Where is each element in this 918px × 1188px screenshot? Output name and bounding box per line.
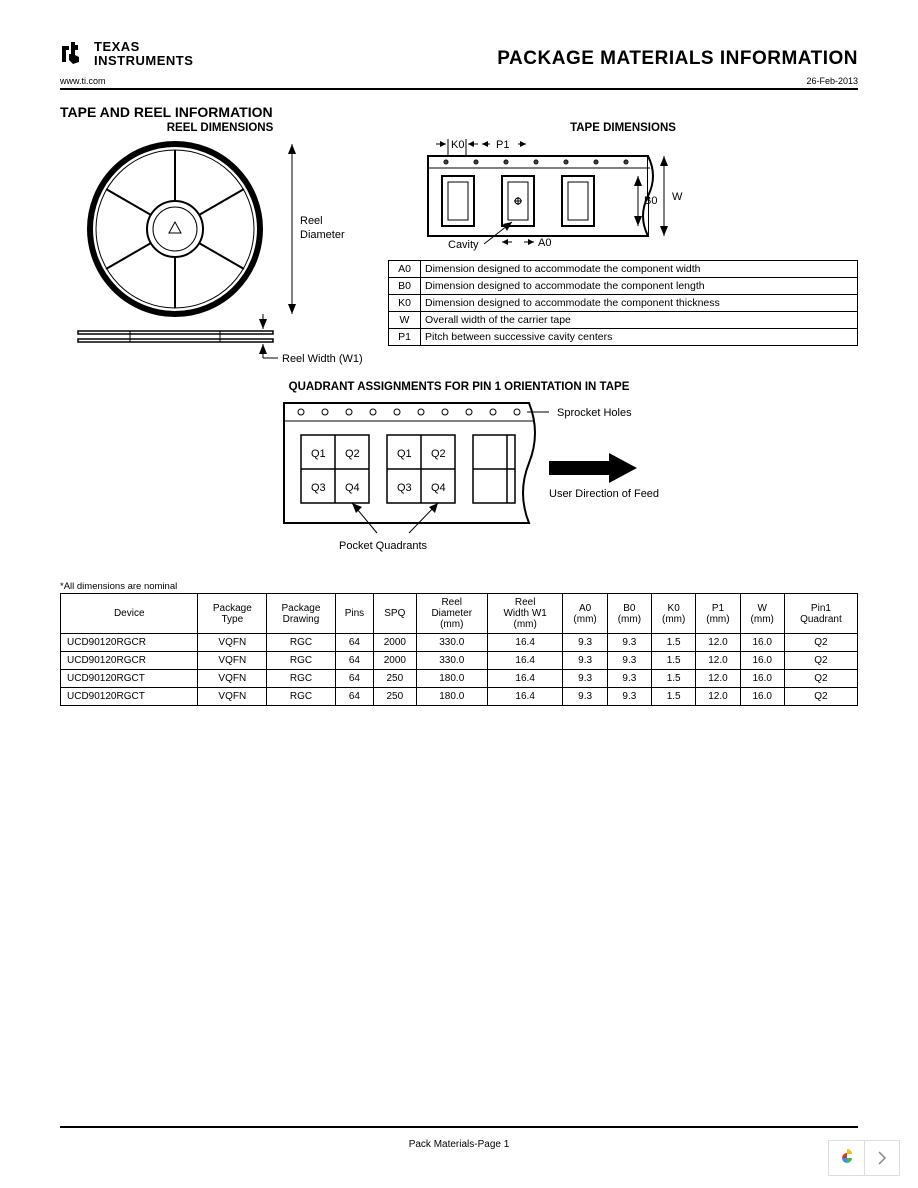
table-header: SPQ — [374, 594, 417, 634]
svg-text:B0: B0 — [644, 195, 657, 207]
table-header: P1(mm) — [696, 594, 740, 634]
header-rule — [60, 88, 858, 90]
table-header: Pins — [335, 594, 373, 634]
footer-rule — [60, 1126, 858, 1128]
nav-widget — [828, 1140, 900, 1176]
chevron-right-icon — [877, 1151, 887, 1165]
nav-logo-icon[interactable] — [828, 1140, 864, 1176]
svg-text:User Direction of Feed: User Direction of Feed — [549, 488, 659, 500]
svg-text:Q1: Q1 — [397, 448, 412, 460]
svg-text:Cavity: Cavity — [448, 239, 479, 251]
svg-text:W: W — [672, 191, 683, 203]
page-footer: Pack Materials-Page 1 — [0, 1139, 918, 1150]
company-name-2: INSTRUMENTS — [94, 54, 193, 68]
table-row: WOverall width of the carrier tape — [389, 312, 858, 329]
quadrant-section-title: QUADRANT ASSIGNMENTS FOR PIN 1 ORIENTATI… — [60, 381, 858, 393]
table-row: B0Dimension designed to accommodate the … — [389, 278, 858, 295]
page-title: PACKAGE MATERIALS INFORMATION — [497, 48, 858, 70]
company-logo: TEXAS INSTRUMENTS — [60, 40, 193, 68]
svg-text:K0: K0 — [451, 139, 464, 151]
website-url: www.ti.com — [60, 76, 106, 86]
table-note: *All dimensions are nominal — [60, 581, 858, 592]
svg-text:Q3: Q3 — [311, 482, 326, 494]
svg-text:Diameter: Diameter — [300, 229, 345, 241]
table-header: B0(mm) — [607, 594, 651, 634]
table-header: PackageDrawing — [267, 594, 336, 634]
ti-logo-icon — [60, 40, 88, 68]
table-row: UCD90120RGCRVQFNRGC642000330.016.49.39.3… — [61, 652, 858, 670]
table-header: A0(mm) — [563, 594, 607, 634]
company-name-1: TEXAS — [94, 40, 193, 54]
tape-dimensions-title: TAPE DIMENSIONS — [388, 122, 858, 134]
reel-dimensions-title: REEL DIMENSIONS — [60, 122, 380, 134]
device-data-table: DevicePackageTypePackageDrawingPinsSPQRe… — [60, 593, 858, 706]
svg-text:Q4: Q4 — [431, 482, 446, 494]
svg-text:Q4: Q4 — [345, 482, 360, 494]
table-row: UCD90120RGCRVQFNRGC642000330.016.49.39.3… — [61, 634, 858, 652]
section-title: TAPE AND REEL INFORMATION — [60, 104, 858, 120]
svg-text:Sprocket Holes: Sprocket Holes — [557, 407, 632, 419]
svg-text:Q3: Q3 — [397, 482, 412, 494]
svg-text:Pocket Quadrants: Pocket Quadrants — [339, 540, 428, 552]
quadrant-diagram: Sprocket Holes Q1 Q2 Q3 Q4 Q1 Q2 Q3 Q4 User … — [109, 393, 809, 563]
reel-width-label: Reel Width (W1) — [282, 353, 363, 365]
svg-text:Q2: Q2 — [431, 448, 446, 460]
nav-next-button[interactable] — [864, 1140, 900, 1176]
tape-diagram: K0 P1 — [388, 136, 828, 251]
svg-text:A0: A0 — [538, 237, 551, 249]
table-row: K0Dimension designed to accommodate the … — [389, 295, 858, 312]
dimension-definitions-table: A0Dimension designed to accommodate the … — [388, 260, 858, 346]
svg-text:Reel: Reel — [300, 215, 323, 227]
reel-diagram: Reel Diameter — [60, 136, 380, 366]
svg-text:Q1: Q1 — [311, 448, 326, 460]
table-row: UCD90120RGCTVQFNRGC64250180.016.49.39.31… — [61, 688, 858, 706]
table-header: PackageType — [198, 594, 267, 634]
doc-date: 26-Feb-2013 — [806, 76, 858, 86]
table-row: P1Pitch between successive cavity center… — [389, 329, 858, 346]
table-header: W(mm) — [740, 594, 784, 634]
table-header: Device — [61, 594, 198, 634]
table-header: Pin1Quadrant — [784, 594, 857, 634]
table-row: A0Dimension designed to accommodate the … — [389, 261, 858, 278]
table-header: ReelWidth W1(mm) — [487, 594, 563, 634]
table-row: UCD90120RGCTVQFNRGC64250180.016.49.39.31… — [61, 670, 858, 688]
svg-text:Q2: Q2 — [345, 448, 360, 460]
table-header: K0(mm) — [652, 594, 696, 634]
table-header: ReelDiameter(mm) — [416, 594, 487, 634]
svg-text:P1: P1 — [496, 139, 509, 151]
